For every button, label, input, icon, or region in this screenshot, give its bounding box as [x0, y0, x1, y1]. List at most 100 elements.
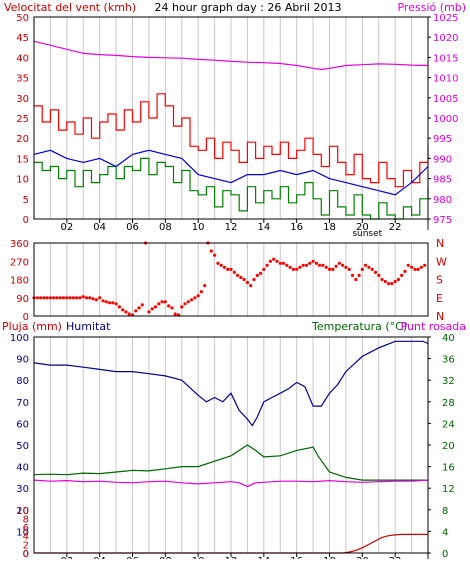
- p3-humidity-tick-label: 40: [16, 463, 29, 474]
- wind-direction-point: [239, 275, 243, 280]
- wind-direction-point: [48, 296, 53, 300]
- wind-direction-point: [98, 296, 102, 300]
- wind-direction-point: [400, 273, 404, 277]
- p2-left-tick-label: 270: [10, 257, 29, 268]
- wind-direction-point: [65, 296, 69, 300]
- wind-direction-point: [354, 277, 358, 282]
- p1-x-tick-label: 14: [257, 222, 270, 233]
- p1-right-tick-label: 1015: [433, 53, 458, 64]
- wind-direction-point: [370, 267, 374, 271]
- wind-direction-point: [150, 307, 154, 311]
- p3-humidity-tick-label: 100: [10, 333, 29, 344]
- chart-title: 24 hour graph day : 26 Abril 2013: [155, 1, 342, 14]
- wind-direction-point: [190, 298, 194, 302]
- wind-direction-point: [245, 280, 249, 285]
- wind-direction-point: [39, 296, 43, 300]
- p3-rain-tick-label: 0: [23, 549, 29, 559]
- wind-direction-point: [45, 296, 49, 300]
- wind-direction-point: [242, 277, 246, 282]
- p3-temperature-tick-label: 8: [442, 506, 448, 517]
- p1-left-tick-label: 45: [16, 33, 29, 44]
- wind-direction-point: [413, 267, 417, 271]
- wind-direction-point: [387, 282, 391, 286]
- p3-temperature-tick-label: 32: [442, 376, 455, 387]
- p1-x-tick-label: 10: [192, 222, 205, 233]
- wind-direction-point: [337, 261, 341, 265]
- p3-humidity-tick-label: 20: [16, 506, 29, 517]
- wind-direction-point: [157, 302, 161, 306]
- wind-direction-point: [285, 263, 289, 267]
- wind-direction-point: [383, 279, 387, 284]
- p1-right-tick-label: 980: [433, 195, 452, 206]
- wind-direction-point: [111, 301, 115, 305]
- wind-direction-point: [199, 290, 203, 294]
- p3-temperature-tick-label: 20: [442, 441, 455, 452]
- p1-left-tick-label: 5: [23, 195, 29, 206]
- wind-direction-point: [321, 263, 325, 267]
- p3-temperature-tick-label: 16: [442, 463, 455, 474]
- wind-direction-point: [104, 300, 108, 304]
- wind-direction-point: [364, 263, 368, 267]
- p1-x-tick-label: 20: [356, 222, 369, 233]
- wind-direction-point: [91, 297, 95, 301]
- p3-rain-tick-label: 10: [16, 506, 29, 517]
- p3-temperature-tick-label: 24: [442, 419, 455, 430]
- wind-direction-point: [311, 259, 315, 263]
- p1-x-tick-label: l: [427, 222, 430, 233]
- wind-direction-point: [347, 267, 351, 271]
- wind-direction-point: [265, 263, 269, 267]
- p1-left-tick-label: 10: [16, 175, 29, 186]
- p1-right-tick-label: 985: [433, 175, 452, 186]
- wind-direction-point: [367, 265, 371, 269]
- wind-direction-point: [314, 261, 318, 265]
- wind-direction-point: [268, 259, 272, 263]
- p3-humidity-tick-label: 90: [16, 355, 29, 366]
- wind-direction-point: [219, 263, 223, 267]
- wind-direction-point: [416, 267, 420, 271]
- p2-left-tick-label: 360: [10, 239, 29, 250]
- wind-direction-point: [71, 296, 75, 300]
- wind-direction-point: [308, 261, 312, 265]
- wind-gust-line: [34, 93, 429, 188]
- wind-axis-title: Velocitat del vent (kmh): [4, 1, 136, 14]
- wind-direction-point: [334, 264, 338, 268]
- wind-direction-point: [127, 312, 131, 316]
- wind-direction-point: [180, 305, 184, 309]
- wind-direction-point: [410, 265, 414, 269]
- p1-x-tick-label: 04: [93, 222, 106, 233]
- humidity-line: [33, 340, 429, 427]
- wind-direction-point: [423, 263, 427, 267]
- p1-left-tick-label: 25: [16, 114, 29, 125]
- p2-left-tick-label: 90: [16, 294, 29, 305]
- wind-direction-point: [173, 312, 177, 316]
- wind-direction-point: [186, 300, 190, 304]
- p1-left-tick-label: 35: [16, 74, 29, 85]
- wind-direction-point: [341, 263, 345, 267]
- wind-direction-point: [229, 267, 233, 271]
- wind-direction-point: [232, 270, 236, 274]
- wind-direction-point: [75, 296, 79, 300]
- wind-direction-point: [114, 302, 118, 306]
- wind-direction-point: [88, 296, 92, 300]
- wind-direction-point: [419, 265, 423, 269]
- wind-direction-point: [304, 263, 309, 267]
- wind-direction-point: [360, 267, 364, 271]
- p3-humidity-tick-label: 0: [23, 549, 29, 559]
- p3-humidity-tick-label: 60: [16, 419, 29, 430]
- p2-left-tick-label: 180: [10, 276, 29, 287]
- p1-left-tick-label: 50: [16, 13, 29, 24]
- p1-x-tick-label: 16: [290, 222, 303, 233]
- wind-direction-point: [301, 263, 305, 267]
- p1-x-tick-label: 06: [126, 222, 139, 233]
- wind-direction-point: [153, 305, 158, 309]
- p3-humidity-tick-label: 70: [16, 398, 29, 409]
- wind-direction-point: [107, 301, 112, 305]
- wind-direction-point: [249, 284, 253, 288]
- p1-left-tick-label: 30: [16, 94, 29, 105]
- p1-right-tick-label: 995: [433, 134, 452, 145]
- wind-direction-point: [209, 249, 213, 253]
- p3-rain-tick-label: 8: [23, 514, 29, 525]
- wind-direction-point: [42, 296, 46, 300]
- p2-compass-label: E: [436, 292, 443, 305]
